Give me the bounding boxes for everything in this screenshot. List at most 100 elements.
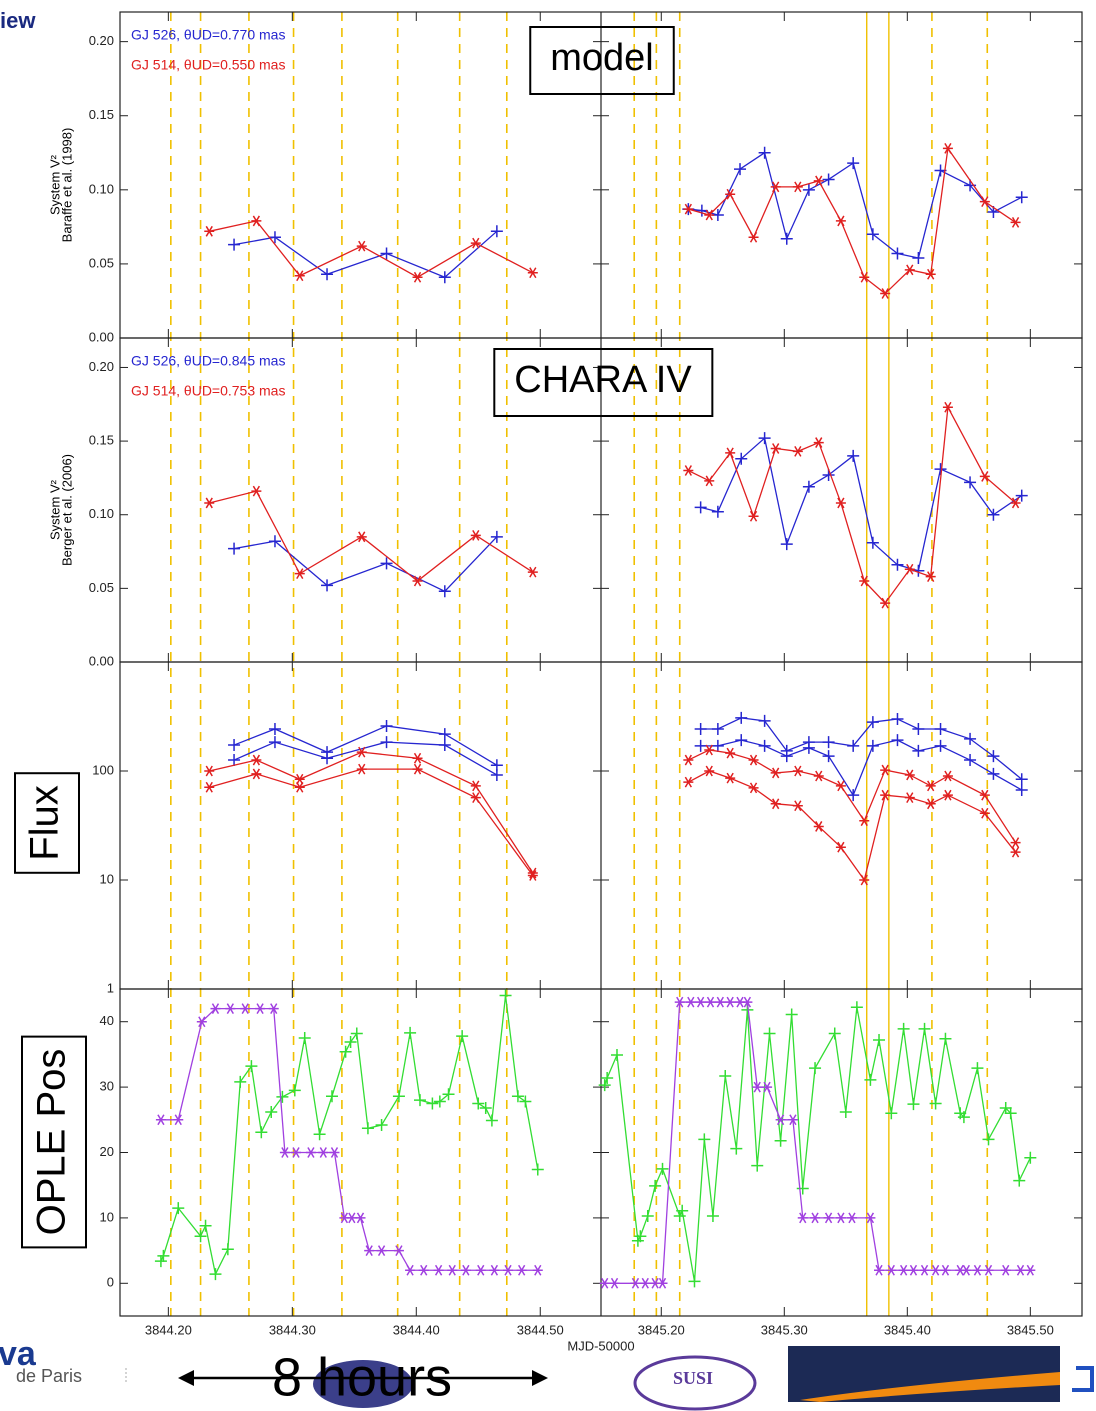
data-point (859, 575, 870, 587)
data-point (470, 529, 481, 541)
data-point (891, 734, 904, 747)
data-point (971, 1062, 984, 1075)
data-point (725, 772, 736, 784)
x-tick-label: 3844.50 (517, 1322, 564, 1337)
data-point (792, 446, 803, 457)
y-tick-label: 0.10 (89, 181, 114, 196)
y-axis-label: System V² (47, 154, 62, 215)
data-point (704, 765, 715, 777)
annotation: CHARA IV (514, 359, 692, 401)
data-point (676, 1204, 689, 1217)
y-tick-label: 0.00 (89, 653, 114, 668)
data-point (532, 1264, 543, 1276)
header-fragment: iew (0, 8, 36, 33)
data-point (866, 228, 879, 241)
data-point (601, 1071, 614, 1084)
data-point (787, 1114, 798, 1126)
data-point (1015, 1264, 1026, 1276)
data-point (470, 780, 481, 792)
data-point (649, 1179, 662, 1192)
data-point (154, 1255, 167, 1268)
data-point (982, 1133, 995, 1146)
data-point (356, 746, 367, 758)
data-point (255, 1003, 266, 1015)
data-point (234, 1075, 247, 1088)
data-point (1015, 783, 1028, 796)
data-point (770, 443, 781, 454)
data-point (485, 1114, 498, 1127)
data-point (204, 765, 215, 777)
data-point (251, 754, 262, 766)
data-point (752, 1081, 763, 1093)
series-line (160, 995, 539, 1277)
data-point (204, 225, 215, 237)
data-point (813, 437, 824, 448)
y-axis-label: Berger et al. (2006) (59, 454, 74, 566)
data-point (774, 1134, 787, 1147)
data-point (657, 1277, 668, 1289)
data-point (925, 780, 936, 792)
series-line (688, 405, 1016, 605)
data-point (527, 867, 538, 879)
data-point (891, 558, 904, 571)
y-tick-label: 100 (92, 762, 114, 777)
data-point (251, 485, 262, 497)
data-point (426, 1097, 439, 1110)
data-point (780, 232, 793, 245)
data-point (305, 1147, 316, 1158)
data-point (835, 780, 846, 792)
series-line (700, 717, 1023, 780)
data-point (527, 267, 538, 279)
data-point (393, 1245, 404, 1256)
series-line (688, 749, 1017, 844)
data-point (380, 736, 393, 749)
data-point (885, 1107, 898, 1120)
data-point (209, 1268, 222, 1281)
series-line (604, 1001, 1031, 1284)
data-point (268, 535, 281, 548)
data-point (780, 538, 793, 551)
data-point (527, 870, 538, 881)
series-line (160, 1007, 538, 1271)
series-line (233, 536, 498, 593)
data-point (598, 1079, 611, 1092)
data-point (694, 501, 707, 514)
data-point (929, 1097, 942, 1110)
data-point (748, 782, 759, 794)
y-tick-label: 0.05 (89, 580, 114, 595)
data-point (770, 798, 781, 810)
data-point (199, 1219, 212, 1232)
data-point (987, 750, 1000, 763)
data-point (904, 563, 915, 575)
data-point (456, 1030, 469, 1043)
legend-entry: GJ 526, θUD=0.845 mas (131, 353, 285, 369)
data-point (930, 1264, 941, 1276)
data-point (934, 739, 947, 752)
data-point (925, 798, 936, 810)
data-point (835, 215, 846, 227)
data-point (470, 792, 481, 803)
data-point (792, 765, 803, 777)
data-point (656, 1162, 669, 1175)
data-point (470, 237, 481, 249)
data-point (196, 1016, 207, 1028)
data-point (1024, 1151, 1037, 1164)
data-point (503, 1264, 514, 1276)
series-line (688, 146, 1016, 295)
data-point (835, 497, 846, 509)
data-point (674, 996, 685, 1008)
data-point (1010, 217, 1021, 228)
data-point (418, 1264, 429, 1276)
data-point (1015, 489, 1028, 502)
data-point (339, 1045, 352, 1058)
bracket (1072, 1366, 1094, 1392)
data-point (251, 215, 262, 227)
data-point (864, 1073, 877, 1086)
logo-text: va (0, 1335, 37, 1373)
data-point (433, 1264, 444, 1276)
data-point (839, 1105, 852, 1118)
data-point (294, 270, 305, 282)
y-tick-label: 10 (100, 1209, 114, 1224)
data-point (479, 1102, 492, 1115)
data-point (375, 1119, 388, 1132)
